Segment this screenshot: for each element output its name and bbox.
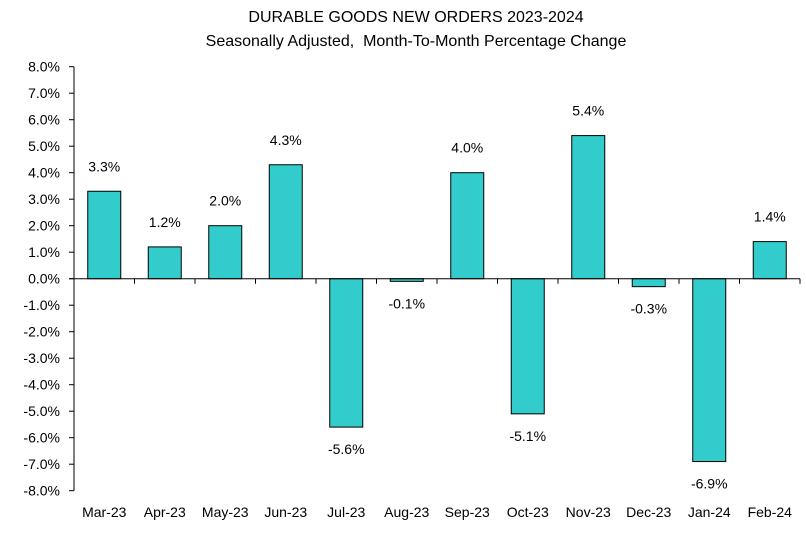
y-tick-label: 5.0%	[28, 138, 60, 154]
y-tick-label: 2.0%	[28, 218, 60, 234]
y-tick-label: -3.0%	[23, 350, 60, 366]
chart-title: DURABLE GOODS NEW ORDERS 2023-2024	[248, 9, 583, 26]
x-tick-label: Aug-23	[384, 504, 429, 520]
bar	[87, 190, 122, 280]
data-label: -0.1%	[388, 295, 425, 311]
data-label: 4.0%	[451, 140, 483, 156]
bar	[692, 278, 727, 463]
data-label: 1.2%	[149, 214, 181, 230]
y-axis: 8.0% 7.0% 6.0% 5.0% 4.0% 3.0% 2.0% 1.0% 0.0% -1.0…	[23, 59, 75, 499]
bar	[631, 278, 666, 288]
x-tick-label: Nov-23	[566, 504, 611, 520]
y-tick-label: 1.0%	[28, 244, 60, 260]
y-tick-label: -8.0%	[23, 483, 60, 499]
bar	[268, 164, 303, 280]
data-label: -6.9%	[691, 476, 728, 492]
y-tick-label: -2.0%	[23, 324, 60, 340]
bar	[208, 225, 243, 280]
data-label: 3.3%	[88, 158, 120, 174]
x-tick-label: Feb-24	[748, 504, 793, 520]
y-tick-label: -4.0%	[23, 377, 60, 393]
data-label: 2.0%	[209, 193, 241, 209]
data-label: -0.3%	[630, 301, 667, 317]
y-tick-label: 4.0%	[28, 165, 60, 181]
chart-subtitle: Seasonally Adjusted, Month-To-Month Perc…	[206, 33, 627, 50]
y-tick-label: 3.0%	[28, 191, 60, 207]
x-tick-label: Mar-23	[82, 504, 127, 520]
bar	[752, 241, 787, 280]
data-label: 4.3%	[270, 132, 302, 148]
y-tick-label: 0.0%	[28, 271, 60, 287]
data-label: 5.4%	[572, 103, 604, 119]
y-tick-label: -7.0%	[23, 456, 60, 472]
data-label: -5.6%	[328, 441, 365, 457]
bar	[571, 135, 606, 280]
y-tick-label: 6.0%	[28, 112, 60, 128]
x-tick-label: May-23	[202, 504, 249, 520]
x-tick-label: Jun-23	[264, 504, 307, 520]
x-tick-label: Jan-24	[688, 504, 731, 520]
y-tick-label: 8.0%	[28, 59, 60, 75]
y-tick-label: 7.0%	[28, 85, 60, 101]
data-label: 1.4%	[754, 209, 786, 225]
y-tick-label: -5.0%	[23, 403, 60, 419]
x-tick-label: Oct-23	[507, 504, 549, 520]
x-tick-label: Dec-23	[626, 504, 671, 520]
x-tick-label: Sep-23	[445, 504, 490, 520]
bars: 3.3% 1.2% 2.0% 4.3% -5.6% -0.1% 4.0% -5.1% 5.4% -…	[87, 103, 787, 492]
y-tick-label: -1.0%	[23, 297, 60, 313]
data-label: -5.1%	[509, 428, 546, 444]
x-tick-label: Jul-23	[327, 504, 365, 520]
x-tick-label: Apr-23	[144, 504, 186, 520]
bar	[510, 278, 545, 415]
bar	[329, 278, 364, 428]
bar	[450, 172, 485, 280]
y-tick-label: -6.0%	[23, 430, 60, 446]
bar	[147, 246, 182, 280]
x-axis: Mar-23 Apr-23 May-23 Jun-23 Jul-23 Aug-23 Sep-…	[69, 278, 801, 520]
